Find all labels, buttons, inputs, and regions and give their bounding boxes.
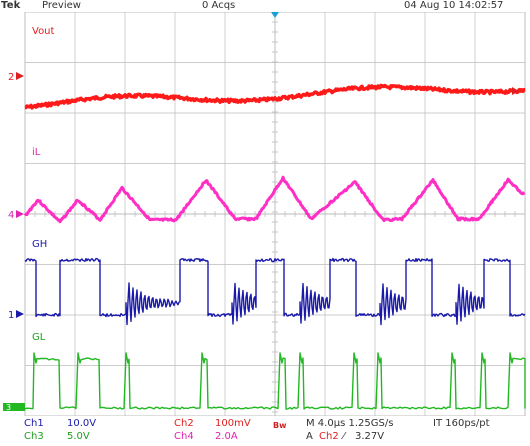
ch1-ground-marker[interactable]: 1 (8, 310, 24, 321)
ch3-ground-marker[interactable]: 3 (3, 403, 25, 412)
ch2-marker-arrow-icon (16, 72, 24, 80)
status-bar: Tek Preview 0 Acqs 04 Aug 10 14:02:57 (0, 0, 530, 12)
trigger-slope-icon[interactable]: ⁄ (343, 431, 345, 442)
timebase-readout[interactable]: M 4.0µs 1.25GS/s (306, 418, 394, 429)
ch2-name[interactable]: Ch2 (174, 418, 194, 429)
mode-label: Preview (42, 0, 81, 11)
oscilloscope-display[interactable]: Vout iL GH GL 2 4 1 3 (0, 12, 530, 416)
ch2-scale[interactable]: 100mV (215, 418, 251, 429)
ch4-scale[interactable]: 2.0A (215, 431, 238, 442)
trigger-level-readout[interactable]: 3.27V (355, 431, 385, 442)
ch2-marker-number: 2 (8, 72, 14, 83)
ch4-trace-label: iL (32, 147, 41, 158)
brand-label: Tek (1, 0, 21, 11)
trigger-position-icon[interactable] (271, 12, 279, 18)
datetime-label: 04 Aug 10 14:02:57 (404, 0, 504, 11)
sampling-readout: IT 160ps/pt (433, 418, 490, 429)
trigger-source[interactable]: Ch2 (319, 431, 339, 442)
acquisition-count: 0 Acqs (202, 0, 236, 11)
ch4-name[interactable]: Ch4 (174, 431, 194, 442)
ch1-trace (24, 257, 526, 326)
ch1-scale[interactable]: 10.0V (67, 418, 97, 429)
ch2-trace-label: Vout (32, 26, 55, 37)
ch2-ground-marker[interactable]: 2 (8, 72, 24, 83)
ch3-scale[interactable]: 5.0V (67, 431, 90, 442)
ch1-name[interactable]: Ch1 (24, 418, 44, 429)
ch1-marker-number: 1 (8, 310, 14, 321)
trigger-mode: A (306, 431, 313, 442)
ch3-trace-label: GL (32, 332, 46, 343)
bandwidth-limit-badge: Bw (273, 421, 287, 430)
ch2-trace (24, 83, 526, 110)
ch4-trace (23, 175, 526, 224)
ch3-trace (24, 352, 526, 410)
ch4-marker-number: 4 (8, 210, 14, 221)
ch3-marker-number: 3 (6, 403, 11, 412)
ch4-marker-arrow-icon (16, 210, 24, 218)
ch1-marker-arrow-icon (16, 310, 24, 318)
ch3-name[interactable]: Ch3 (24, 431, 44, 442)
ch3-marker-tab (3, 403, 25, 411)
ch1-trace-label: GH (32, 239, 47, 250)
channel-settings-bar: Ch1 10.0V Ch2 100mV Bw M 4.0µs 1.25GS/s … (0, 416, 530, 446)
graticule (24, 12, 526, 416)
ch4-ground-marker[interactable]: 4 (8, 210, 24, 221)
